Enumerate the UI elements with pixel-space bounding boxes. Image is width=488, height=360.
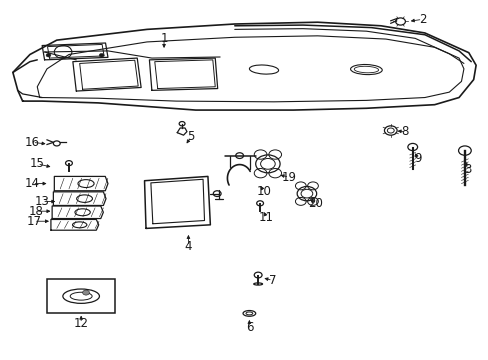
Text: 10: 10 <box>256 185 271 198</box>
Circle shape <box>46 53 51 57</box>
Text: 15: 15 <box>30 157 44 170</box>
Text: 1: 1 <box>160 32 167 45</box>
Text: 9: 9 <box>413 152 421 165</box>
Circle shape <box>82 290 89 295</box>
Text: 2: 2 <box>418 13 426 26</box>
Text: 12: 12 <box>74 317 88 330</box>
Text: 20: 20 <box>307 197 322 210</box>
Text: 11: 11 <box>259 211 273 224</box>
Text: 8: 8 <box>401 125 408 138</box>
Text: 17: 17 <box>26 215 41 228</box>
Text: 7: 7 <box>268 274 276 287</box>
Text: 6: 6 <box>245 320 253 333</box>
Text: 16: 16 <box>25 136 40 149</box>
Text: 4: 4 <box>184 240 192 253</box>
Text: 14: 14 <box>25 177 40 190</box>
Text: 13: 13 <box>35 195 49 208</box>
Text: 18: 18 <box>28 205 43 218</box>
Circle shape <box>99 53 104 57</box>
Text: 19: 19 <box>281 171 296 184</box>
Text: 3: 3 <box>463 163 470 176</box>
Text: 5: 5 <box>187 130 194 144</box>
